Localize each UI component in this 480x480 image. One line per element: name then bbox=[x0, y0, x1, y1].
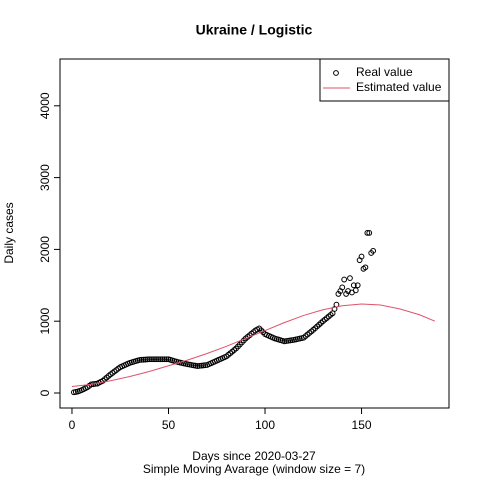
x-tick-label: 0 bbox=[69, 418, 76, 432]
data-point bbox=[157, 356, 164, 363]
data-point bbox=[364, 229, 371, 236]
data-point bbox=[152, 356, 158, 363]
data-point bbox=[366, 229, 373, 236]
data-point bbox=[198, 362, 205, 369]
data-point bbox=[352, 287, 359, 294]
data-point bbox=[194, 363, 201, 369]
data-point bbox=[138, 356, 145, 363]
x-tick-label: 150 bbox=[352, 418, 372, 432]
legend-box bbox=[319, 58, 450, 102]
data-point bbox=[142, 356, 149, 363]
data-point bbox=[354, 282, 361, 289]
data-point bbox=[370, 247, 377, 254]
data-point bbox=[358, 253, 365, 260]
y-tick-label: 3000 bbox=[38, 164, 52, 191]
data-point bbox=[350, 282, 357, 289]
y-tick-label: 1000 bbox=[38, 308, 52, 335]
x-tick-label: 100 bbox=[255, 418, 275, 432]
data-point bbox=[163, 356, 170, 363]
data-point bbox=[150, 356, 156, 363]
data-point bbox=[362, 264, 369, 271]
x-axis-label: Days since 2020-03-27 bbox=[192, 449, 316, 463]
x-tick-label: 50 bbox=[162, 418, 176, 432]
legend-label: Estimated value bbox=[356, 80, 442, 94]
legend-label: Real value bbox=[356, 65, 413, 79]
plot-frame bbox=[59, 58, 450, 409]
data-point bbox=[136, 357, 143, 363]
data-point bbox=[148, 356, 155, 363]
subtitle: Simple Moving Avarage (window size = 7) bbox=[143, 462, 365, 476]
data-point bbox=[155, 356, 162, 363]
data-point bbox=[347, 275, 353, 282]
data-point bbox=[196, 362, 203, 369]
data-point bbox=[161, 356, 168, 363]
data-point bbox=[339, 284, 346, 291]
data-point bbox=[140, 356, 147, 363]
y-tick-label: 2000 bbox=[38, 236, 52, 263]
fit-line bbox=[71, 303, 436, 388]
data-point bbox=[341, 276, 348, 283]
data-point bbox=[144, 356, 151, 363]
data-point bbox=[146, 356, 153, 363]
y-tick-label: 0 bbox=[38, 389, 52, 396]
data-point bbox=[200, 362, 207, 369]
chart-title: Ukraine / Logistic bbox=[196, 22, 313, 38]
data-point bbox=[159, 356, 166, 363]
data-point bbox=[202, 362, 209, 369]
y-tick-label: 4000 bbox=[38, 92, 52, 119]
legend-symbol bbox=[333, 70, 339, 76]
y-axis-label: Daily cases bbox=[2, 202, 16, 263]
data-point bbox=[154, 356, 160, 363]
